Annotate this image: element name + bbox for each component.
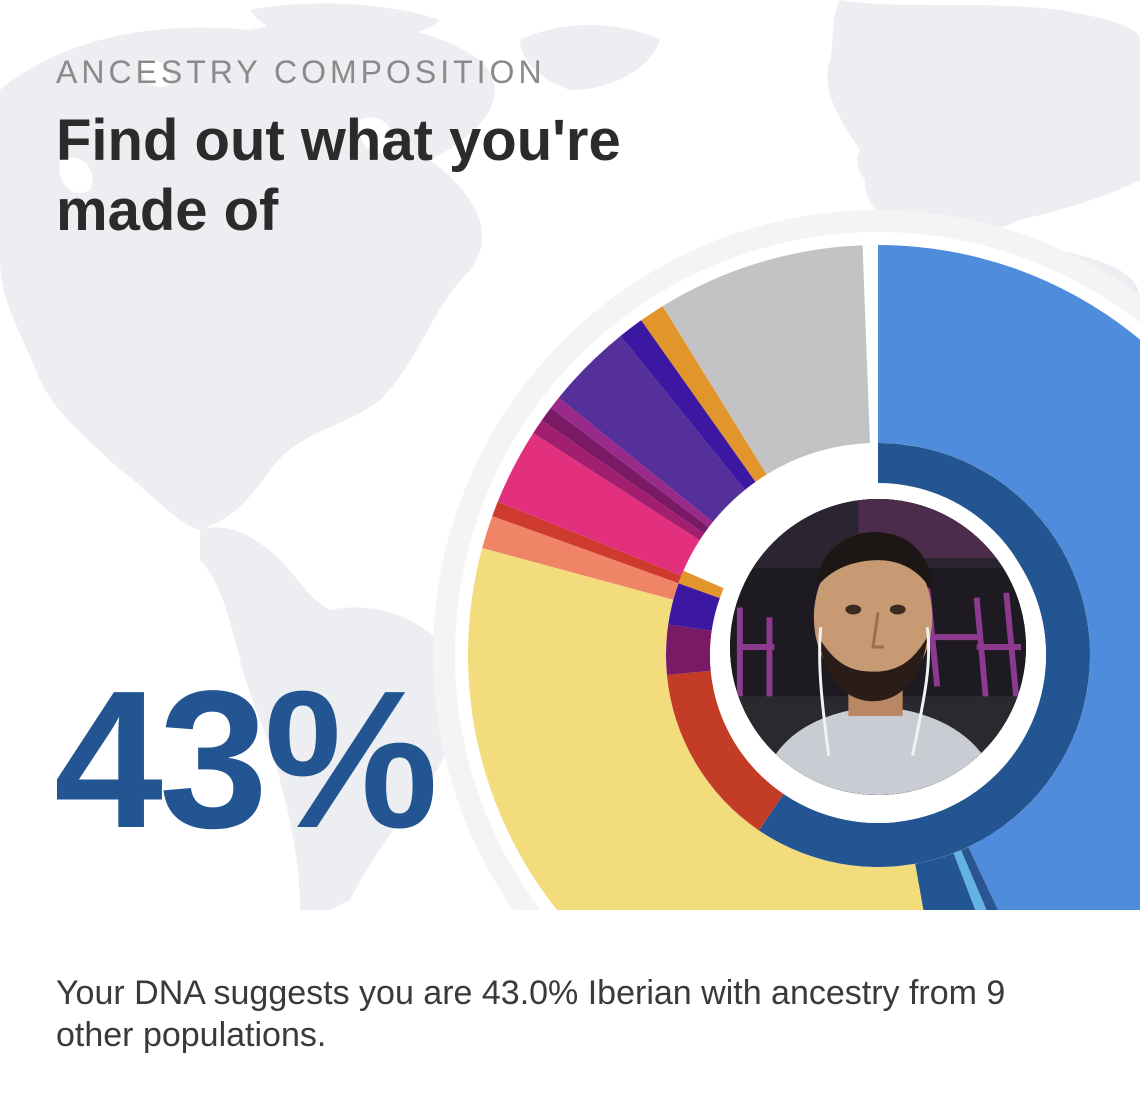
hero-panel: ANCESTRY COMPOSITION Find out what you'r…: [0, 0, 1140, 910]
outer-ring-segment-14[interactable]: [641, 306, 767, 482]
profile-photo[interactable]: [714, 483, 1042, 811]
outer-ring-segment-8[interactable]: [497, 433, 700, 576]
inner-ring-segment-1[interactable]: [758, 443, 1090, 867]
outer-ring-segment-13[interactable]: [620, 320, 756, 490]
user-photo-icon: [730, 499, 1026, 795]
inner-ring-segment-5[interactable]: [678, 570, 724, 599]
outer-ring-segment-4[interactable]: [915, 853, 1024, 910]
outer-ring-segment-3[interactable]: [953, 850, 1039, 910]
outer-ring-segment-2[interactable]: [960, 846, 1053, 910]
world-map-background: [0, 0, 1140, 910]
inner-ring-segment-3[interactable]: [666, 624, 712, 675]
outer-ring-segment-12[interactable]: [558, 335, 745, 522]
outer-ring-segment-15[interactable]: [662, 245, 871, 475]
inner-ring-segment-4[interactable]: [668, 583, 720, 631]
outer-ring-segment-10[interactable]: [541, 407, 709, 534]
primary-ancestry-percent: 43%: [54, 650, 438, 869]
inner-ring-segment-2[interactable]: [666, 670, 784, 831]
outer-ring-segment-6[interactable]: [482, 516, 679, 600]
ancestry-summary-text: Your DNA suggests you are 43.0% Iberian …: [56, 974, 1006, 1054]
section-headline: Find out what you're made of: [56, 108, 621, 243]
outer-ring-segment-7[interactable]: [492, 501, 682, 584]
outer-ring-segment-11[interactable]: [550, 397, 713, 528]
section-eyebrow: ANCESTRY COMPOSITION: [56, 54, 546, 90]
outer-ring-segment-1[interactable]: [878, 245, 1140, 910]
outer-ring-segment-5[interactable]: [468, 548, 950, 910]
outer-ring-segment-9[interactable]: [533, 420, 705, 541]
